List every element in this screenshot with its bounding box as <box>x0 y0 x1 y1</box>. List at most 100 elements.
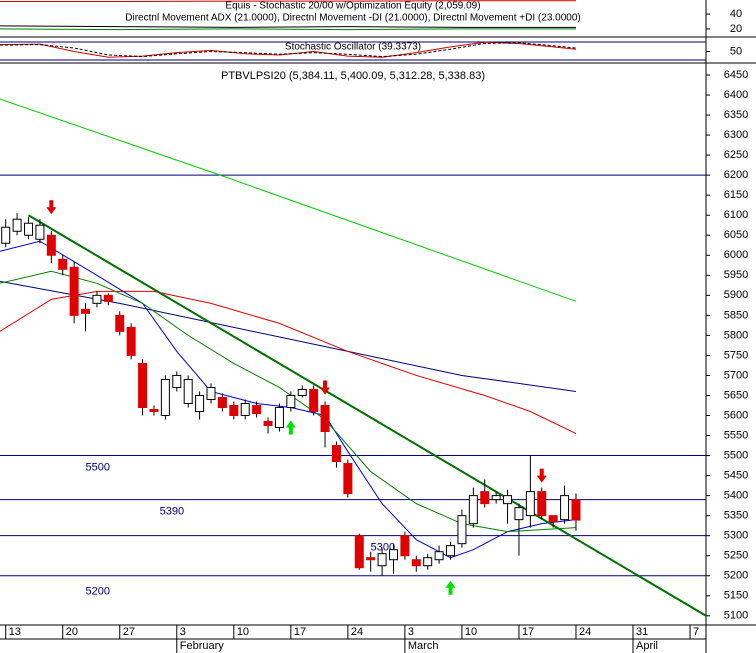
candle-body <box>457 515 467 545</box>
x-tick-label: 10 <box>237 626 249 638</box>
x-tick-label: 13 <box>9 626 21 638</box>
y-tick-label: 6350 <box>724 109 748 121</box>
candle-body <box>537 491 547 517</box>
signal-arrow <box>536 468 547 483</box>
candle-body <box>525 491 535 517</box>
candle-body <box>320 404 330 433</box>
x-tick-label: 7 <box>693 626 699 638</box>
y-tick-label: 20 <box>730 23 742 35</box>
candle-body <box>274 406 284 429</box>
candle-body <box>480 491 490 505</box>
candle-body <box>103 294 113 302</box>
signal-arrow <box>46 200 57 215</box>
candle-body <box>172 374 182 388</box>
y-tick-label: 6050 <box>724 229 748 241</box>
candle-body <box>309 388 319 412</box>
candle-body <box>252 404 262 414</box>
candle-body <box>263 421 273 427</box>
candle-body <box>411 559 421 567</box>
month-label: April <box>636 640 658 652</box>
y-tick-label: 5850 <box>724 309 748 321</box>
candle-body <box>571 499 581 521</box>
candle-body <box>206 386 216 400</box>
y-tick-label: 6150 <box>724 189 748 201</box>
candle-body <box>160 378 170 417</box>
candle-body <box>491 495 501 501</box>
indicator-line <box>0 25 576 28</box>
candle-body <box>366 557 376 561</box>
y-tick-label: 40 <box>730 8 742 20</box>
candle-body <box>1 226 11 244</box>
y-tick-label: 5700 <box>724 369 748 381</box>
x-tick-label: 27 <box>123 626 135 638</box>
candle-body <box>434 551 444 561</box>
y-tick-label: 5900 <box>724 289 748 301</box>
y-tick-label: 5650 <box>724 389 748 401</box>
candle-body <box>229 404 239 417</box>
y-tick-label: 5800 <box>724 329 748 341</box>
x-tick-label: 10 <box>465 626 477 638</box>
candle-body <box>343 463 353 495</box>
level-label: 5200 <box>86 586 110 598</box>
candle-body <box>126 326 136 356</box>
y-tick-label: 6000 <box>724 249 748 261</box>
level-label: 5500 <box>86 461 110 473</box>
candle-body <box>183 378 193 404</box>
panel-subtitle: Directnl Movement ADX (21.0000), Directn… <box>125 13 580 24</box>
y-tick-label: 6450 <box>724 69 748 81</box>
candle-body <box>149 408 159 412</box>
candle-body <box>400 535 410 557</box>
x-tick-label: 3 <box>180 626 186 638</box>
indicator-line <box>0 290 577 434</box>
y-tick-label: 5950 <box>724 269 748 281</box>
candle-body <box>58 258 68 270</box>
candle-body <box>377 553 387 567</box>
candle-body <box>503 495 513 505</box>
candle-body <box>69 266 79 316</box>
y-tick-label: 6200 <box>724 169 748 181</box>
panel-title: Stochastic Oscillator (39.3373) <box>285 42 421 53</box>
x-tick-label: 31 <box>636 626 648 638</box>
trendline <box>28 214 707 617</box>
y-tick-label: 5350 <box>724 510 748 522</box>
candle-body <box>468 495 478 525</box>
candle-body <box>548 515 558 523</box>
chart-title: PTBVLPSI20 (5,384.11, 5,400.09, 5,312.28… <box>221 70 485 82</box>
signal-arrow <box>445 580 456 595</box>
x-tick-label: 20 <box>66 626 78 638</box>
candle-body <box>354 535 364 569</box>
y-tick-label: 5550 <box>724 429 748 441</box>
x-tick-label: 24 <box>579 626 591 638</box>
y-tick-label: 6100 <box>724 209 748 221</box>
y-tick-label: 5400 <box>724 490 748 502</box>
y-tick-label: 6250 <box>724 149 748 161</box>
candle-body <box>35 224 45 240</box>
y-tick-label: 5250 <box>724 550 748 562</box>
y-tick-label: 50 <box>730 45 742 57</box>
indicator-line <box>0 28 576 31</box>
y-tick-label: 5750 <box>724 349 748 361</box>
month-label: March <box>408 640 439 652</box>
x-tick-label: 17 <box>294 626 306 638</box>
x-tick-label: 24 <box>351 626 363 638</box>
candle-body <box>560 495 570 521</box>
signal-arrow <box>285 420 296 435</box>
candle-body <box>423 557 433 567</box>
indicator-line <box>0 98 577 302</box>
level-label: 5390 <box>160 506 184 518</box>
y-tick-label: 5150 <box>724 590 748 602</box>
indicator-line <box>0 0 576 2</box>
y-tick-label: 5200 <box>724 570 748 582</box>
month-label: February <box>180 640 225 652</box>
candle-body <box>195 394 205 412</box>
signal-arrow <box>320 380 331 395</box>
candle-body <box>24 222 34 236</box>
y-tick-label: 5600 <box>724 409 748 421</box>
candle-body <box>240 402 250 417</box>
candle-body <box>46 234 56 256</box>
y-tick-label: 6300 <box>724 129 748 141</box>
y-tick-label: 5450 <box>724 469 748 481</box>
y-tick-label: 5100 <box>724 610 748 622</box>
candle-body <box>446 545 456 557</box>
